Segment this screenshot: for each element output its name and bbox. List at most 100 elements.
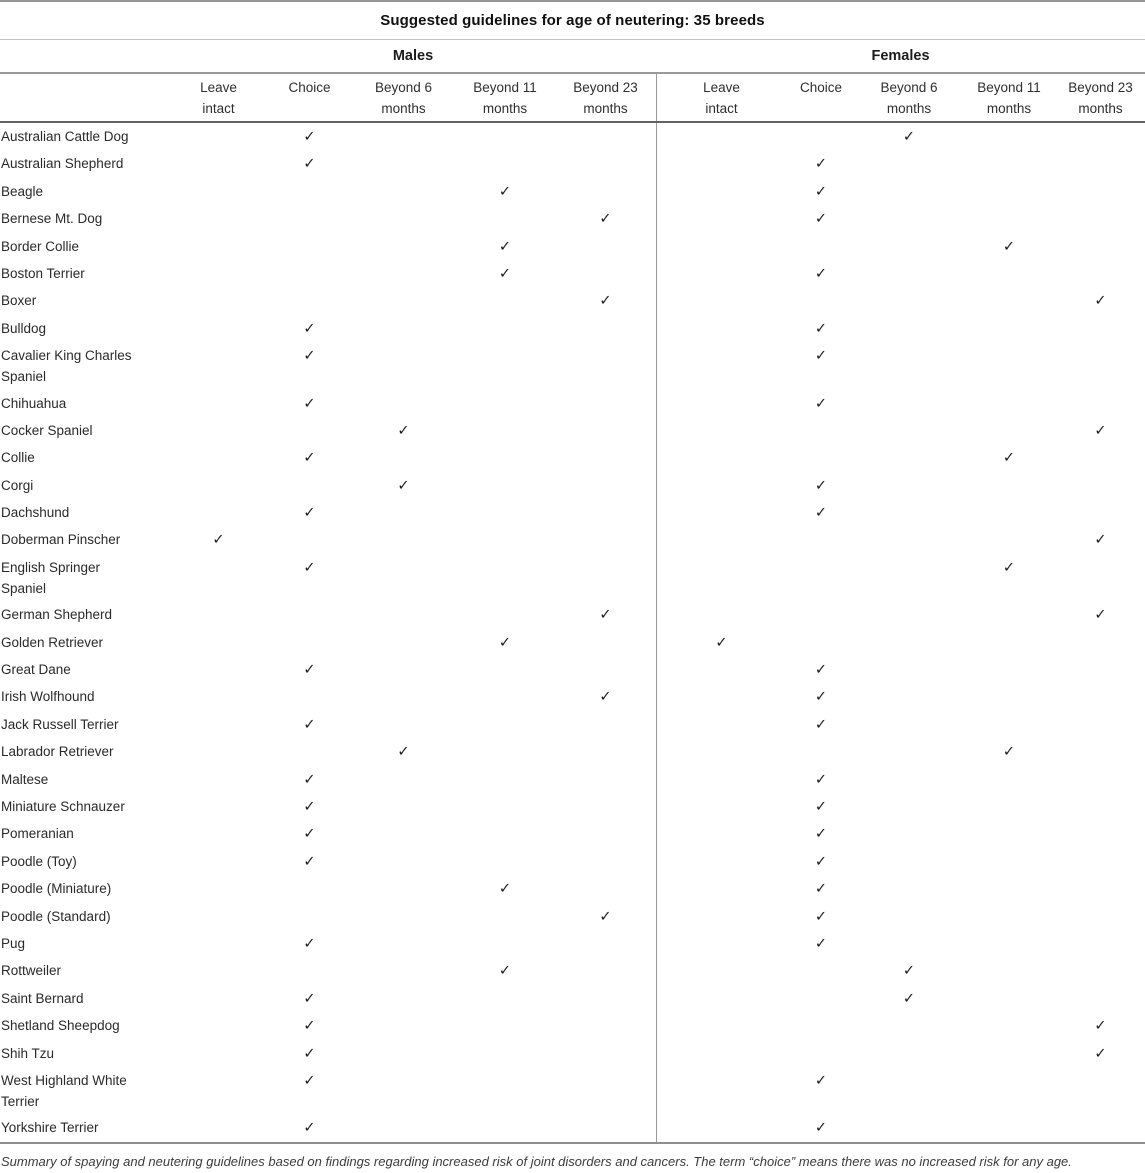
male-leave-intact-cell: [170, 260, 267, 287]
female-choice-cell: ✓: [786, 342, 856, 389]
male-choice-cell: ✓: [267, 985, 352, 1012]
male-choice-cell: [267, 875, 352, 902]
checkmark-icon: ✓: [303, 320, 316, 337]
table-row: Doberman Pinscher ✓ ✓: [0, 526, 1145, 554]
checkmark-icon: ✓: [814, 395, 828, 412]
checkmark-icon: ✓: [1002, 450, 1016, 467]
table-row: Australian Cattle Dog ✓ ✓: [0, 123, 1145, 151]
female-beyond11-cell: [962, 683, 1056, 710]
male-beyond6-cell: [352, 260, 455, 287]
col-header-male-beyond-6: Beyond 6 months: [374, 80, 433, 116]
male-choice-cell: ✓: [267, 820, 352, 847]
female-leave-intact-cell: [656, 416, 786, 445]
female-choice-cell: [786, 287, 856, 314]
section-header-row: Males Females: [0, 40, 1145, 72]
table-row: Corgi ✓ ✓: [0, 471, 1145, 500]
male-beyond23-cell: [555, 233, 656, 260]
female-beyond6-cell: [856, 683, 962, 710]
male-beyond6-cell: [352, 875, 455, 902]
checkmark-icon: ✓: [599, 607, 612, 624]
male-beyond23-cell: [555, 315, 656, 342]
female-choice-cell: ✓: [786, 903, 856, 930]
male-choice-cell: ✓: [267, 711, 352, 738]
section-header-females: Females: [871, 48, 930, 64]
female-beyond6-cell: [856, 903, 962, 930]
female-beyond6-cell: [856, 233, 962, 260]
breed-name: Miniature Schnauzer: [1, 798, 125, 814]
col-header-male-leave-intact: Leave intact: [200, 80, 237, 116]
female-beyond6-cell: [856, 1114, 962, 1141]
breed-name: Chihuahua: [1, 395, 67, 411]
male-leave-intact-cell: [170, 178, 267, 205]
male-leave-intact-cell: [170, 315, 267, 342]
female-choice-cell: [786, 1040, 856, 1067]
female-beyond11-cell: [962, 526, 1056, 553]
female-leave-intact-cell: [656, 984, 786, 1013]
male-beyond11-cell: [455, 793, 555, 820]
breed-name: Irish Wolfhound: [1, 689, 95, 705]
checkmark-icon: ✓: [814, 716, 828, 733]
female-leave-intact-cell: [656, 1012, 786, 1040]
checkmark-icon: ✓: [1094, 1045, 1107, 1062]
male-leave-intact-cell: [170, 554, 267, 601]
female-choice-cell: ✓: [786, 848, 856, 875]
checkmark-icon: ✓: [303, 716, 316, 733]
checkmark-icon: ✓: [814, 1072, 828, 1089]
female-leave-intact-cell: [656, 389, 786, 417]
male-beyond11-cell: [455, 417, 555, 444]
male-beyond6-cell: [352, 793, 455, 820]
female-leave-intact-cell: [656, 526, 786, 554]
checkmark-icon: ✓: [303, 662, 316, 679]
male-beyond23-cell: [555, 848, 656, 875]
female-beyond6-cell: [856, 260, 962, 287]
table-row: Bulldog ✓ ✓: [0, 314, 1145, 343]
male-beyond23-cell: [555, 875, 656, 902]
female-beyond11-cell: [962, 390, 1056, 417]
table-row: Pomeranian ✓ ✓: [0, 820, 1145, 848]
checkmark-icon: ✓: [303, 826, 316, 843]
checkmark-icon: ✓: [814, 798, 828, 815]
female-beyond6-cell: [856, 526, 962, 553]
female-beyond11-cell: [962, 417, 1056, 444]
female-leave-intact-cell: [656, 259, 786, 288]
male-beyond11-cell: [455, 930, 555, 957]
checkmark-icon: ✓: [212, 532, 225, 549]
table-row: Border Collie ✓ ✓: [0, 232, 1145, 260]
male-beyond11-cell: [455, 766, 555, 793]
checkmark-icon: ✓: [303, 348, 316, 365]
breed-name: Yorkshire Terrier: [1, 1120, 99, 1136]
female-beyond11-cell: [962, 848, 1056, 875]
female-beyond11-cell: [962, 123, 1056, 150]
male-beyond6-cell: [352, 1040, 455, 1067]
breed-name: Beagle: [1, 183, 44, 199]
female-beyond11-cell: [962, 1012, 1056, 1039]
breed-name: Poodle (Miniature): [1, 881, 112, 897]
male-leave-intact-cell: [170, 1114, 267, 1141]
section-header-males: Males: [392, 48, 434, 64]
male-beyond23-cell: [555, 711, 656, 738]
female-beyond23-cell: [1056, 1067, 1145, 1114]
female-beyond23-cell: [1056, 903, 1145, 930]
male-beyond11-cell: [455, 390, 555, 417]
checkmark-icon: ✓: [303, 853, 316, 870]
male-beyond6-cell: ✓: [352, 738, 455, 765]
male-choice-cell: ✓: [267, 342, 352, 389]
table-row: Boxer ✓ ✓: [0, 287, 1145, 315]
female-choice-cell: ✓: [786, 930, 856, 957]
male-leave-intact-cell: [170, 985, 267, 1012]
female-leave-intact-cell: [656, 1066, 786, 1115]
male-beyond11-cell: [455, 1012, 555, 1039]
male-beyond6-cell: [352, 683, 455, 710]
female-leave-intact-cell: [656, 683, 786, 711]
female-beyond23-cell: [1056, 738, 1145, 765]
female-beyond11-cell: [962, 205, 1056, 232]
male-choice-cell: ✓: [267, 444, 352, 471]
female-choice-cell: [786, 444, 856, 471]
female-beyond23-cell: [1056, 315, 1145, 342]
bottom-rule: [0, 1141, 1145, 1144]
male-beyond11-cell: [455, 1067, 555, 1114]
female-beyond11-cell: [962, 315, 1056, 342]
male-beyond6-cell: [352, 930, 455, 957]
female-choice-cell: [786, 526, 856, 553]
female-beyond6-cell: [856, 848, 962, 875]
